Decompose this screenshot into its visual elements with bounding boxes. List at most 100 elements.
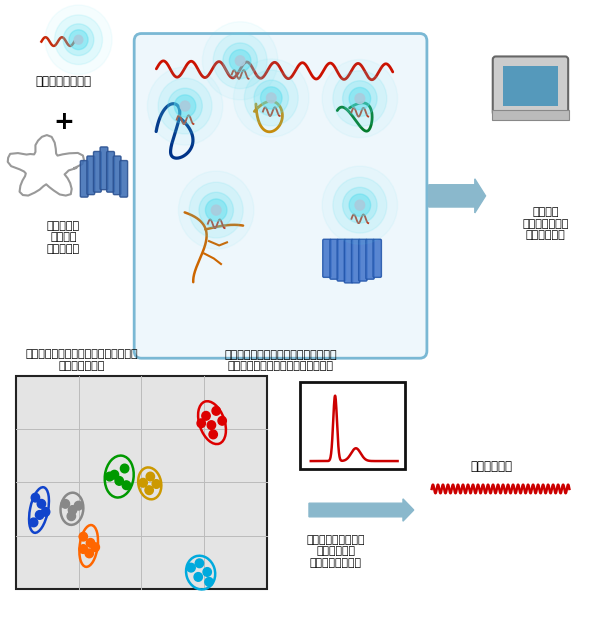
Circle shape	[218, 417, 226, 425]
Circle shape	[349, 194, 371, 216]
Bar	[491, 110, 569, 120]
Circle shape	[187, 563, 195, 572]
Circle shape	[74, 501, 83, 510]
FancyBboxPatch shape	[87, 156, 95, 194]
Circle shape	[205, 199, 227, 221]
Text: ブラインド高分子の
荧光シグナル
（テストデータ）: ブラインド高分子の 荧光シグナル （テストデータ）	[307, 535, 365, 568]
FancyBboxPatch shape	[113, 156, 121, 194]
Circle shape	[178, 171, 254, 249]
Circle shape	[333, 71, 387, 127]
Text: 高分子の同定: 高分子の同定	[470, 460, 512, 473]
Text: 高分子それぞれとの相互作用に基づく
様々な荧光シグナル（訓練データ）: 高分子それぞれとの相互作用に基づく 様々な荧光シグナル（訓練データ）	[224, 350, 337, 371]
Circle shape	[106, 472, 114, 481]
Circle shape	[61, 499, 70, 508]
Circle shape	[195, 559, 203, 568]
Circle shape	[29, 518, 38, 527]
Circle shape	[63, 24, 94, 56]
Circle shape	[68, 505, 77, 514]
Text: 合成高分子
もしくは
生体高分子: 合成高分子 もしくは 生体高分子	[47, 221, 80, 254]
Circle shape	[260, 87, 282, 109]
Bar	[300, 382, 405, 468]
Circle shape	[189, 182, 243, 238]
Circle shape	[194, 573, 202, 581]
Circle shape	[244, 70, 298, 126]
FancyBboxPatch shape	[366, 239, 374, 279]
Circle shape	[37, 499, 46, 508]
Circle shape	[74, 35, 83, 44]
Circle shape	[158, 78, 212, 134]
FancyBboxPatch shape	[134, 34, 427, 358]
FancyBboxPatch shape	[344, 239, 353, 283]
Circle shape	[85, 549, 94, 558]
Circle shape	[229, 50, 251, 72]
Circle shape	[213, 33, 267, 89]
FancyBboxPatch shape	[107, 152, 115, 192]
Circle shape	[266, 93, 276, 103]
FancyBboxPatch shape	[100, 147, 108, 189]
Circle shape	[322, 166, 398, 244]
Circle shape	[355, 200, 365, 210]
Circle shape	[254, 80, 289, 116]
Circle shape	[146, 472, 155, 481]
Circle shape	[31, 493, 40, 502]
Circle shape	[79, 532, 88, 541]
Circle shape	[145, 486, 154, 494]
Circle shape	[148, 67, 223, 145]
Circle shape	[152, 479, 161, 488]
FancyBboxPatch shape	[359, 239, 367, 281]
Bar	[503, 66, 558, 106]
Circle shape	[174, 95, 196, 117]
Circle shape	[197, 419, 205, 428]
Circle shape	[115, 476, 124, 485]
FancyBboxPatch shape	[120, 161, 128, 197]
Text: 教師有り
機械学習による
高分子の識別: 教師有り 機械学習による 高分子の識別	[522, 207, 569, 240]
Circle shape	[91, 543, 100, 551]
FancyBboxPatch shape	[352, 239, 360, 283]
Circle shape	[122, 481, 131, 489]
Bar	[16, 376, 267, 589]
Circle shape	[86, 538, 95, 547]
Circle shape	[212, 407, 220, 415]
Circle shape	[333, 177, 387, 233]
FancyBboxPatch shape	[373, 239, 382, 278]
Circle shape	[343, 188, 377, 223]
Circle shape	[180, 101, 190, 111]
Circle shape	[45, 5, 112, 75]
Text: +: +	[53, 109, 74, 134]
Circle shape	[322, 60, 398, 138]
Circle shape	[223, 43, 257, 79]
FancyArrow shape	[429, 179, 485, 213]
Circle shape	[55, 15, 103, 65]
FancyBboxPatch shape	[493, 57, 568, 116]
Circle shape	[211, 205, 221, 215]
Circle shape	[199, 193, 233, 228]
Circle shape	[235, 56, 245, 66]
Circle shape	[207, 421, 215, 430]
FancyArrow shape	[309, 499, 414, 521]
Circle shape	[35, 510, 44, 519]
Circle shape	[79, 545, 88, 553]
Circle shape	[69, 30, 88, 50]
Text: ペプチドセンサー: ペプチドセンサー	[35, 75, 92, 88]
Circle shape	[209, 430, 217, 439]
FancyBboxPatch shape	[94, 152, 101, 192]
Circle shape	[139, 478, 148, 487]
Circle shape	[110, 470, 119, 479]
Text: 高分子それぞれがクラスター化された
スコアプロット: 高分子それぞれがクラスター化された スコアプロット	[25, 349, 138, 371]
Circle shape	[355, 94, 365, 104]
Circle shape	[202, 412, 210, 420]
FancyBboxPatch shape	[80, 161, 88, 197]
FancyBboxPatch shape	[337, 239, 346, 281]
FancyBboxPatch shape	[330, 239, 338, 279]
Circle shape	[41, 507, 50, 516]
Circle shape	[67, 512, 76, 520]
FancyBboxPatch shape	[323, 239, 331, 278]
Circle shape	[343, 81, 377, 117]
Circle shape	[202, 22, 278, 100]
Circle shape	[233, 59, 309, 137]
Circle shape	[349, 88, 371, 110]
Circle shape	[121, 464, 129, 473]
Circle shape	[205, 578, 213, 586]
Circle shape	[168, 88, 202, 124]
Circle shape	[203, 568, 211, 576]
